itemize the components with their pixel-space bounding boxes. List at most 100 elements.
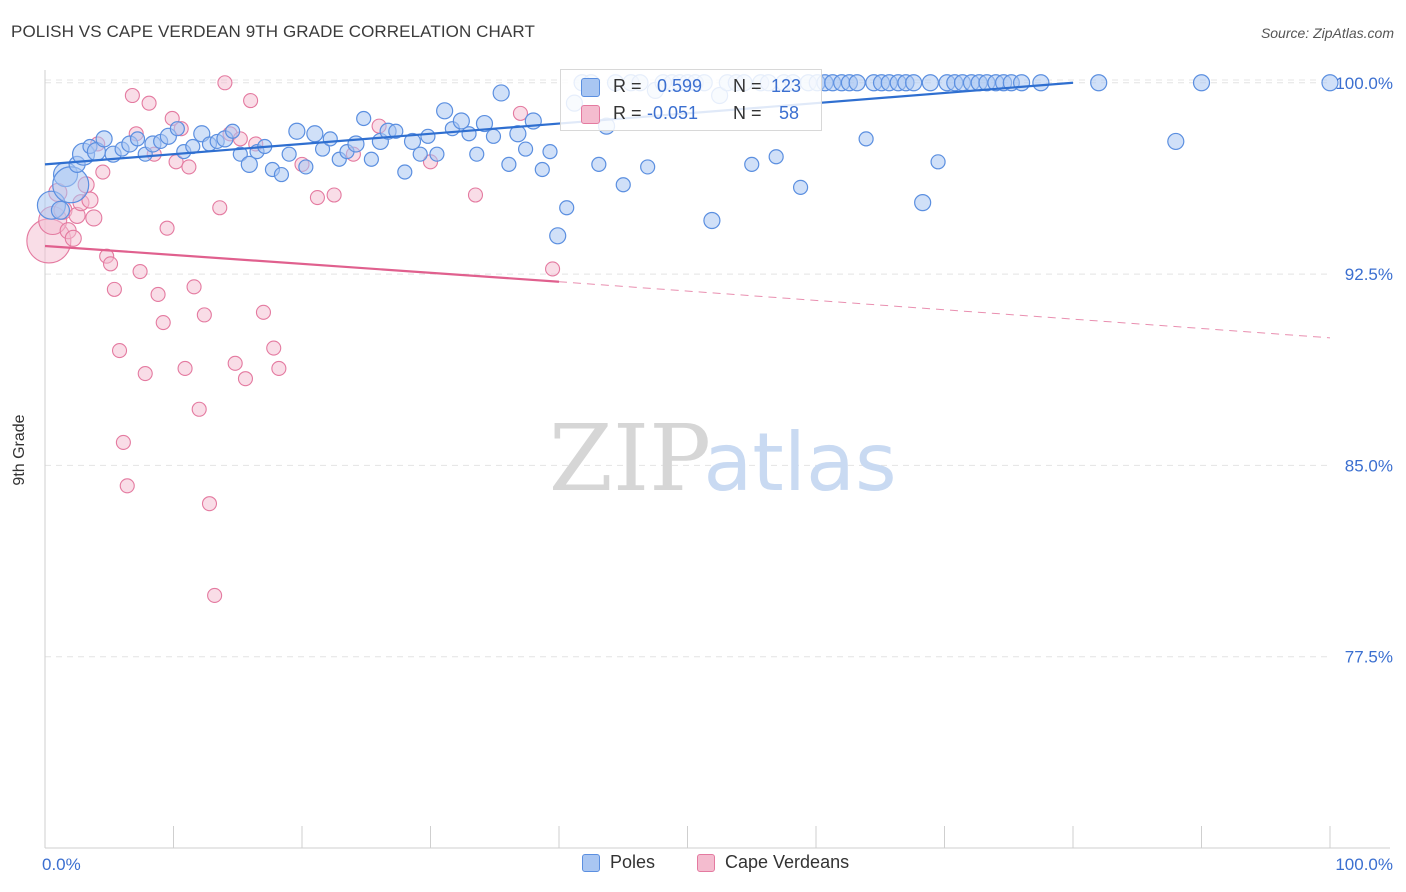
cape-verdeans-point	[271, 360, 287, 376]
poles-point	[436, 102, 454, 120]
poles-point	[640, 159, 656, 175]
cape-verdeans-point	[545, 261, 561, 277]
poles-point	[461, 126, 477, 142]
poles-point	[905, 74, 923, 92]
cape-verdeans-point	[467, 187, 484, 203]
x-tick-labels: 0.0% 100.0%	[42, 855, 1393, 874]
poles-point	[1192, 74, 1211, 92]
legend-item-cape: Cape Verdeans	[697, 852, 849, 873]
poles-point	[559, 200, 575, 216]
cape-verdeans-point	[212, 200, 228, 216]
poles-point	[549, 227, 567, 245]
poles-point	[306, 125, 324, 143]
cape-verdeans-point	[309, 189, 325, 206]
cape-verdeans-point	[159, 220, 175, 236]
y-tick-label: 92.5%	[1345, 265, 1393, 284]
poles-point	[397, 164, 413, 180]
cape-verdeans-point	[237, 371, 254, 387]
legend-poles-label: Poles	[610, 852, 656, 872]
stats-legend: R = 0.599 N = 123 R = -0.051 N = 58	[560, 69, 822, 131]
cape-verdeans-point	[106, 281, 122, 297]
x-tick-label-min: 0.0%	[42, 855, 81, 874]
poles-point	[225, 123, 241, 139]
poles-point	[858, 131, 874, 147]
cape-verdeans-point	[243, 93, 259, 109]
poles-point	[240, 155, 258, 173]
cape-verdeans-point	[201, 496, 218, 512]
cape-verdeans-point	[124, 87, 140, 104]
poles-point	[95, 130, 113, 148]
poles-n-value: 123	[771, 76, 802, 96]
legend-cape-swatch	[697, 853, 715, 872]
poles-point	[930, 154, 946, 170]
poles-point	[412, 146, 428, 162]
cape-verdeans-point	[81, 191, 99, 209]
poles-point	[288, 122, 306, 140]
cape-verdeans-point	[191, 401, 207, 417]
poles-point	[452, 112, 470, 130]
cape-verdeans-point	[137, 365, 153, 382]
cape-verdeans-point	[186, 279, 202, 295]
poles-point	[363, 151, 379, 167]
cape-verdeans-point	[115, 434, 131, 450]
cape-verdeans-point	[119, 478, 135, 494]
cape-swatch	[581, 105, 600, 124]
stats-row-poles: R = 0.599 N = 123	[561, 73, 821, 101]
poles-point	[501, 156, 517, 172]
cape-verdeans-point	[85, 209, 103, 227]
poles-point	[1167, 132, 1185, 151]
legend-item-poles: Poles	[582, 852, 655, 873]
poles-r-value: 0.599	[657, 76, 703, 96]
poles-trend-line	[44, 81, 1074, 166]
poles-point	[591, 156, 607, 172]
poles-point	[322, 131, 338, 147]
poles-point	[388, 123, 404, 139]
bottom-legend: Poles Cape Verdeans	[0, 852, 1406, 876]
cape-verdeans-trend-line	[44, 244, 560, 283]
chart-title: POLISH VS CAPE VERDEAN 9TH GRADE CORRELA…	[11, 22, 535, 41]
poles-point	[914, 194, 932, 212]
cape-verdeans-point	[141, 95, 157, 111]
chart-source: Source: ZipAtlas.com	[1260, 25, 1394, 41]
poles-n-label: N =	[733, 76, 762, 96]
trend-lines	[44, 81, 1331, 339]
poles-point	[542, 144, 558, 160]
poles-point	[1321, 74, 1339, 92]
poles-point	[232, 146, 248, 162]
poles-point	[792, 179, 809, 195]
poles-point	[475, 114, 494, 133]
y-tick-label: 85.0%	[1345, 456, 1393, 475]
cape-verdeans-point	[177, 360, 193, 376]
cape-verdeans-point	[266, 340, 282, 356]
poles-point	[429, 146, 445, 162]
cape-verdeans-point	[207, 587, 223, 604]
poles-swatch	[581, 78, 600, 97]
watermark-zip: ZIP	[549, 405, 711, 512]
poles-point	[848, 74, 866, 92]
cape-verdeans-point	[95, 164, 111, 180]
poles-point	[744, 156, 760, 172]
poles-point	[485, 128, 502, 144]
poles-point	[50, 200, 71, 220]
cape-n-label: N =	[733, 103, 762, 123]
cape-verdeans-point	[132, 263, 148, 280]
poles-point	[517, 141, 534, 157]
cape-r-value: -0.051	[647, 103, 699, 123]
cape-verdeans-point	[512, 105, 529, 121]
legend-cape-label: Cape Verdeans	[725, 852, 850, 872]
cape-r-label: R =	[613, 103, 642, 123]
poles-point	[356, 110, 372, 127]
cape-verdeans-point	[111, 343, 128, 359]
y-tick-labels: 100.0% 92.5% 85.0% 77.5%	[1335, 74, 1393, 667]
cape-verdeans-point	[155, 314, 171, 331]
poles-point	[615, 177, 631, 193]
stats-row-cape: R = -0.051 N = 58	[561, 100, 821, 128]
cape-verdeans-point	[196, 307, 212, 323]
cape-verdeans-point	[227, 355, 243, 371]
y-tick-label: 77.5%	[1345, 648, 1393, 667]
poles-point	[169, 121, 185, 137]
cape-verdeans-point	[217, 75, 233, 91]
cape-verdeans-point	[255, 304, 272, 320]
poles-point	[420, 128, 436, 144]
